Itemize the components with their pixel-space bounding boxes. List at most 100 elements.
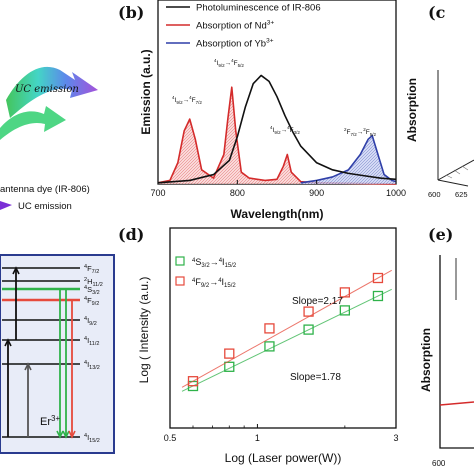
legend-part: 4 xyxy=(218,278,222,284)
level-pre: 2 xyxy=(84,277,87,283)
energy-level-label: 4I13/2 xyxy=(84,360,100,371)
legend-label: 4F9/2→4I15/2 xyxy=(192,277,236,289)
legend-sup: 3+ xyxy=(266,38,274,45)
level-sub: 11/2 xyxy=(89,341,99,347)
annotation-part: F xyxy=(290,127,294,134)
data-point xyxy=(224,361,235,372)
legend-part: F xyxy=(195,277,201,287)
annotation-part: → xyxy=(281,127,288,134)
annotation-part: 4 xyxy=(214,58,217,63)
legend-part: 4 xyxy=(192,258,196,264)
data-point xyxy=(264,323,275,334)
data-point xyxy=(264,341,275,352)
annotation-part: 4 xyxy=(287,125,290,130)
transition-annotation: 4I9/2→4F5/2 xyxy=(214,58,244,68)
legend-part: 15/2 xyxy=(224,283,236,289)
panel-b-ticks: 700 800 900 1000 xyxy=(150,180,406,198)
legend-part: 4 xyxy=(219,258,223,264)
transition-annotation: 4I9/2→4F3/2 xyxy=(270,125,300,135)
data-point xyxy=(339,305,351,316)
panel-d-ticks: 0.5 1 3 xyxy=(164,424,399,443)
series-area-1 xyxy=(158,87,396,184)
fit-line xyxy=(181,288,392,392)
legend-part: 9/2 xyxy=(201,283,210,289)
energy-level-label: 4F7/2 xyxy=(84,264,99,275)
panel-c-ylabel: Absorption xyxy=(405,78,419,142)
level-pre: 4 xyxy=(84,433,87,439)
panel-d-ylabel: Log ( Intensity (a.u.) xyxy=(137,277,151,384)
panel-c-tick-2: 625 xyxy=(455,190,468,199)
data-point xyxy=(372,290,384,302)
level-pre: 4 xyxy=(84,296,87,302)
annotation-part: → xyxy=(357,129,364,136)
panel-c-3d-grid xyxy=(445,165,469,179)
panel-c: (c Absorption 600 625 xyxy=(405,3,474,199)
series-line-1 xyxy=(157,86,397,185)
legend-text: Absorption of Nd xyxy=(196,21,267,32)
uc-legend-arrow-icon xyxy=(0,201,12,210)
annotation-part: 9/2 xyxy=(274,130,281,135)
transition-annotation: 4I9/2→4F7/2 xyxy=(172,95,202,105)
data-point xyxy=(187,376,199,387)
panel-c-letter: (c xyxy=(428,3,446,22)
x-tick-label: 700 xyxy=(150,188,165,198)
antenna-dye-label: antenna dye (IR-806) xyxy=(0,184,90,195)
legend-part: → xyxy=(209,277,218,287)
uc-emission-arrow-label: UC emission xyxy=(15,84,79,95)
fit-line xyxy=(181,269,392,388)
legend-label: 4S3/2→4I15/2 xyxy=(192,257,237,269)
level-main: F xyxy=(87,296,92,305)
panel-e-letter: (e) xyxy=(428,225,453,244)
data-point xyxy=(224,348,235,359)
level-sub: 13/2 xyxy=(89,365,100,371)
annotation-part: 5/2 xyxy=(238,63,245,68)
level-sub: 11/2 xyxy=(92,282,102,288)
annotation-part: 9/2 xyxy=(176,100,183,105)
panel-d-frame xyxy=(169,227,397,429)
legend-label: Photoluminescence of IR-806 xyxy=(196,3,321,14)
panel-c-tick-1: 600 xyxy=(428,190,441,199)
er-ion-label: Er3+ xyxy=(40,414,60,428)
legend-sup: 3+ xyxy=(267,20,275,27)
energy-level-label: 4I15/2 xyxy=(84,433,100,444)
level-sub: 7/2 xyxy=(92,269,100,275)
annotation-part: I xyxy=(217,60,219,67)
panel-d-xlabel: Log (Laser power(W)) xyxy=(225,451,342,465)
transition-arrowhead xyxy=(62,430,70,439)
transition-arrowhead xyxy=(56,430,64,439)
legend-text: Absorption of Yb xyxy=(196,39,266,50)
annotation-part: 4 xyxy=(189,95,192,100)
uc-emission-arrow xyxy=(6,66,98,118)
energy-level-label: 4I9/2 xyxy=(84,316,97,327)
slope-red-label: Slope=2.17 xyxy=(292,296,343,307)
legend-text: Photoluminescence of IR-806 xyxy=(196,3,321,14)
level-pre: 4 xyxy=(84,360,87,366)
panel-d-series xyxy=(181,269,392,392)
level-main: I xyxy=(87,316,89,325)
series-line-0 xyxy=(157,74,397,184)
x-tick-label: 900 xyxy=(309,188,324,198)
level-pre: 4 xyxy=(84,336,87,342)
panel-d-letter: (d) xyxy=(118,225,144,244)
panel-b-xlabel: Wavelength(nm) xyxy=(231,207,324,221)
panel-b-annotations: 4I9/2→4F7/24I9/2→4F5/24I9/2→4F3/22F7/2→2… xyxy=(172,58,377,137)
annotation-part: 5/2 xyxy=(370,132,377,137)
panel-b-series xyxy=(157,74,397,185)
annotation-part: F xyxy=(192,97,196,104)
annotation-part: F xyxy=(234,60,238,67)
x-tick-label: 1 xyxy=(255,433,260,443)
er-ion-name: Er xyxy=(40,416,51,428)
legend-marker xyxy=(175,256,185,266)
data-point xyxy=(303,306,314,317)
annotation-part: F xyxy=(347,129,351,136)
panel-b-letter: (b) xyxy=(118,3,144,22)
energy-level-label: 4F9/2 xyxy=(84,296,99,307)
legend-part: I xyxy=(222,257,225,267)
transition-arrowhead xyxy=(4,338,12,347)
panel-b-legend: Photoluminescence of IR-806 Absorption of… xyxy=(166,3,321,50)
level-sub: 3/2 xyxy=(92,290,100,296)
level-sub: 15/2 xyxy=(89,438,100,444)
annotation-part: 4 xyxy=(172,95,175,100)
annotation-part: I xyxy=(273,127,275,134)
x-tick-label: 3 xyxy=(393,433,398,443)
